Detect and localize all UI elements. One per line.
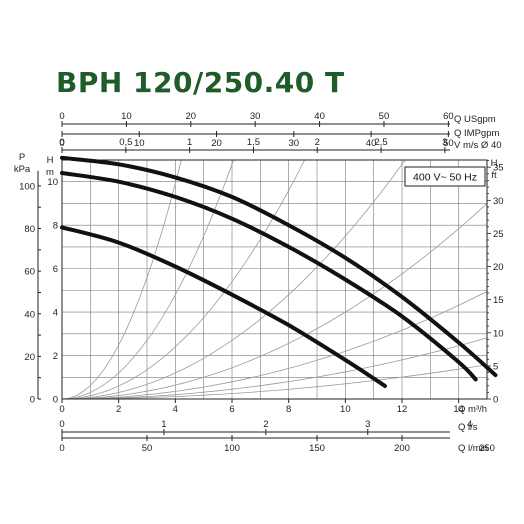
y-ft-tick-label: 10 bbox=[493, 328, 504, 339]
top-axis-tick-label: 20 bbox=[211, 138, 222, 149]
system-curve bbox=[61, 203, 488, 400]
bottom-axis-tick-label: 150 bbox=[309, 443, 325, 454]
pump-curves bbox=[60, 155, 498, 388]
top-axis-tick-label: 10 bbox=[134, 138, 145, 149]
bottom-axis-tick-label: 250 bbox=[479, 443, 495, 454]
bottom-axis-tick-label: 50 bbox=[142, 443, 153, 454]
y-head-tick-label: 6 bbox=[53, 264, 58, 275]
system-curve bbox=[62, 364, 488, 400]
y-head-label-bottom: m bbox=[46, 167, 54, 178]
system-curve bbox=[62, 337, 488, 400]
y-pressure-tick-label: 0 bbox=[30, 395, 35, 406]
y-ft-tick-label: 25 bbox=[493, 229, 504, 240]
pump-curve-3 bbox=[60, 225, 387, 388]
bottom-axis-tick-label: 100 bbox=[224, 443, 240, 454]
bottom-axis-tick-label: 2 bbox=[263, 419, 268, 430]
y-ft-label-top: H bbox=[491, 158, 498, 169]
plot-frame bbox=[61, 159, 488, 400]
top-axis-tick-label: 50 bbox=[443, 138, 454, 149]
system-curve bbox=[61, 159, 182, 400]
system-curve bbox=[61, 159, 406, 400]
x-tick-label: 10 bbox=[340, 404, 351, 415]
y-head-tick-label: 8 bbox=[53, 221, 58, 232]
legend-box: 400 V~ 50 Hz bbox=[404, 166, 486, 187]
y-head-label-top: H bbox=[47, 155, 54, 166]
top-axis-tick-label: 0,5 bbox=[119, 137, 132, 148]
x-tick-label: 2 bbox=[116, 404, 121, 415]
bottom-axis-tick-label: 4 bbox=[467, 419, 472, 430]
y-pressure-label-bottom: kPa bbox=[14, 164, 31, 175]
bottom-axis-tick-label: 0 bbox=[59, 443, 64, 454]
system-curve bbox=[62, 291, 488, 400]
y-pressure-tick-label: 80 bbox=[24, 224, 35, 235]
bottom-axis-tick-label: 3 bbox=[365, 419, 370, 430]
bottom-axis-tick-label: 0 bbox=[59, 419, 64, 430]
top-axis-tick-label: 2 bbox=[315, 137, 320, 148]
x-tick-label: 14 bbox=[453, 404, 464, 415]
top-axis-tick-label: 40 bbox=[366, 138, 377, 149]
top-axis-tick-label: 30 bbox=[289, 138, 300, 149]
x-tick-label: 12 bbox=[397, 404, 408, 415]
y-head-tick-label: 0 bbox=[53, 395, 58, 406]
top-axis-tick-label: 0 bbox=[59, 111, 64, 122]
grid bbox=[62, 160, 487, 399]
system-curves bbox=[61, 159, 488, 400]
top-axis-tick-label: 50 bbox=[379, 111, 390, 122]
top-axis-tick-label: 10 bbox=[121, 111, 132, 122]
y-ft-label-bottom: ft bbox=[491, 170, 497, 181]
top-axis-tick-label: 3 bbox=[442, 137, 447, 148]
axes: 0 2 4 6 8 10 12 14Q m³/h0246810Hm020406080100Pk… bbox=[14, 111, 504, 454]
bottom-axis-label: Q l/s bbox=[458, 422, 478, 433]
system-curve bbox=[61, 159, 305, 400]
top-axis-label: V m/s Ø 40 bbox=[454, 140, 502, 151]
top-axis-tick-label: 20 bbox=[185, 111, 196, 122]
y-pressure-tick-label: 60 bbox=[24, 267, 35, 278]
top-axis-tick-label: 1,5 bbox=[247, 137, 260, 148]
top-axis-2: 0 10 20 30 40 50Q IMPgpm bbox=[59, 128, 499, 149]
bottom-axis-tick-label: 200 bbox=[394, 443, 410, 454]
y-pressure-tick-label: 100 bbox=[19, 181, 35, 192]
y-ft-tick-label: 35 bbox=[493, 163, 504, 174]
top-axis-tick-label: 2,5 bbox=[374, 137, 387, 148]
y-head-tick-label: 4 bbox=[53, 308, 58, 319]
y-head-tick-label: 10 bbox=[47, 177, 58, 188]
x-tick-label: 6 bbox=[229, 404, 234, 415]
x-tick-label: 4 bbox=[173, 404, 178, 415]
y-ft-tick-label: 0 bbox=[493, 395, 498, 406]
y-ft-tick-label: 5 bbox=[493, 361, 498, 372]
x-tick-label: 0 bbox=[59, 404, 64, 415]
bottom-axis-1: 0 1 2 3 4Q l/s bbox=[59, 419, 478, 435]
top-axis-label: Q IMPgpm bbox=[454, 128, 499, 139]
top-axis-tick-label: 40 bbox=[314, 111, 325, 122]
pump-curve-1 bbox=[60, 155, 498, 378]
y-pressure-tick-label: 20 bbox=[24, 352, 35, 363]
y-ft-tick-label: 15 bbox=[493, 295, 504, 306]
x-axis-label: Q m³/h bbox=[458, 404, 487, 415]
y-head-tick-label: 2 bbox=[53, 351, 58, 362]
plot-border bbox=[61, 159, 488, 400]
system-curve bbox=[61, 159, 234, 400]
legend-label: 400 V~ 50 Hz bbox=[413, 172, 477, 184]
top-axis-1: 0 10 20 30 40 50 60 Q USgpm bbox=[59, 111, 496, 127]
top-axis-tick-label: 30 bbox=[250, 111, 261, 122]
y-ft-tick-label: 20 bbox=[493, 262, 504, 273]
top-axis-label: Q USgpm bbox=[454, 114, 496, 125]
top-axis-tick-label: 0 bbox=[59, 138, 64, 149]
y-ft-tick-label: 30 bbox=[493, 196, 504, 207]
y-pressure-tick-label: 40 bbox=[24, 309, 35, 320]
top-axis-tick-label: 1 bbox=[187, 137, 192, 148]
top-axis-tick-label: 60 bbox=[443, 111, 454, 122]
bottom-axis-tick-label: 1 bbox=[161, 419, 166, 430]
x-tick-label: 8 bbox=[286, 404, 291, 415]
chart-title: BPH 120/250.40 T bbox=[56, 66, 345, 99]
bottom-axis-label: Q l/min bbox=[458, 443, 488, 454]
y-pressure-label-top: P bbox=[19, 152, 25, 163]
top-axis-tick-label: 0 bbox=[59, 137, 64, 148]
pump-curve-2 bbox=[60, 171, 478, 382]
top-axis-3: 0 0,5 1 1,5 2 2,5 3 V m/s Ø 40 bbox=[59, 137, 502, 153]
